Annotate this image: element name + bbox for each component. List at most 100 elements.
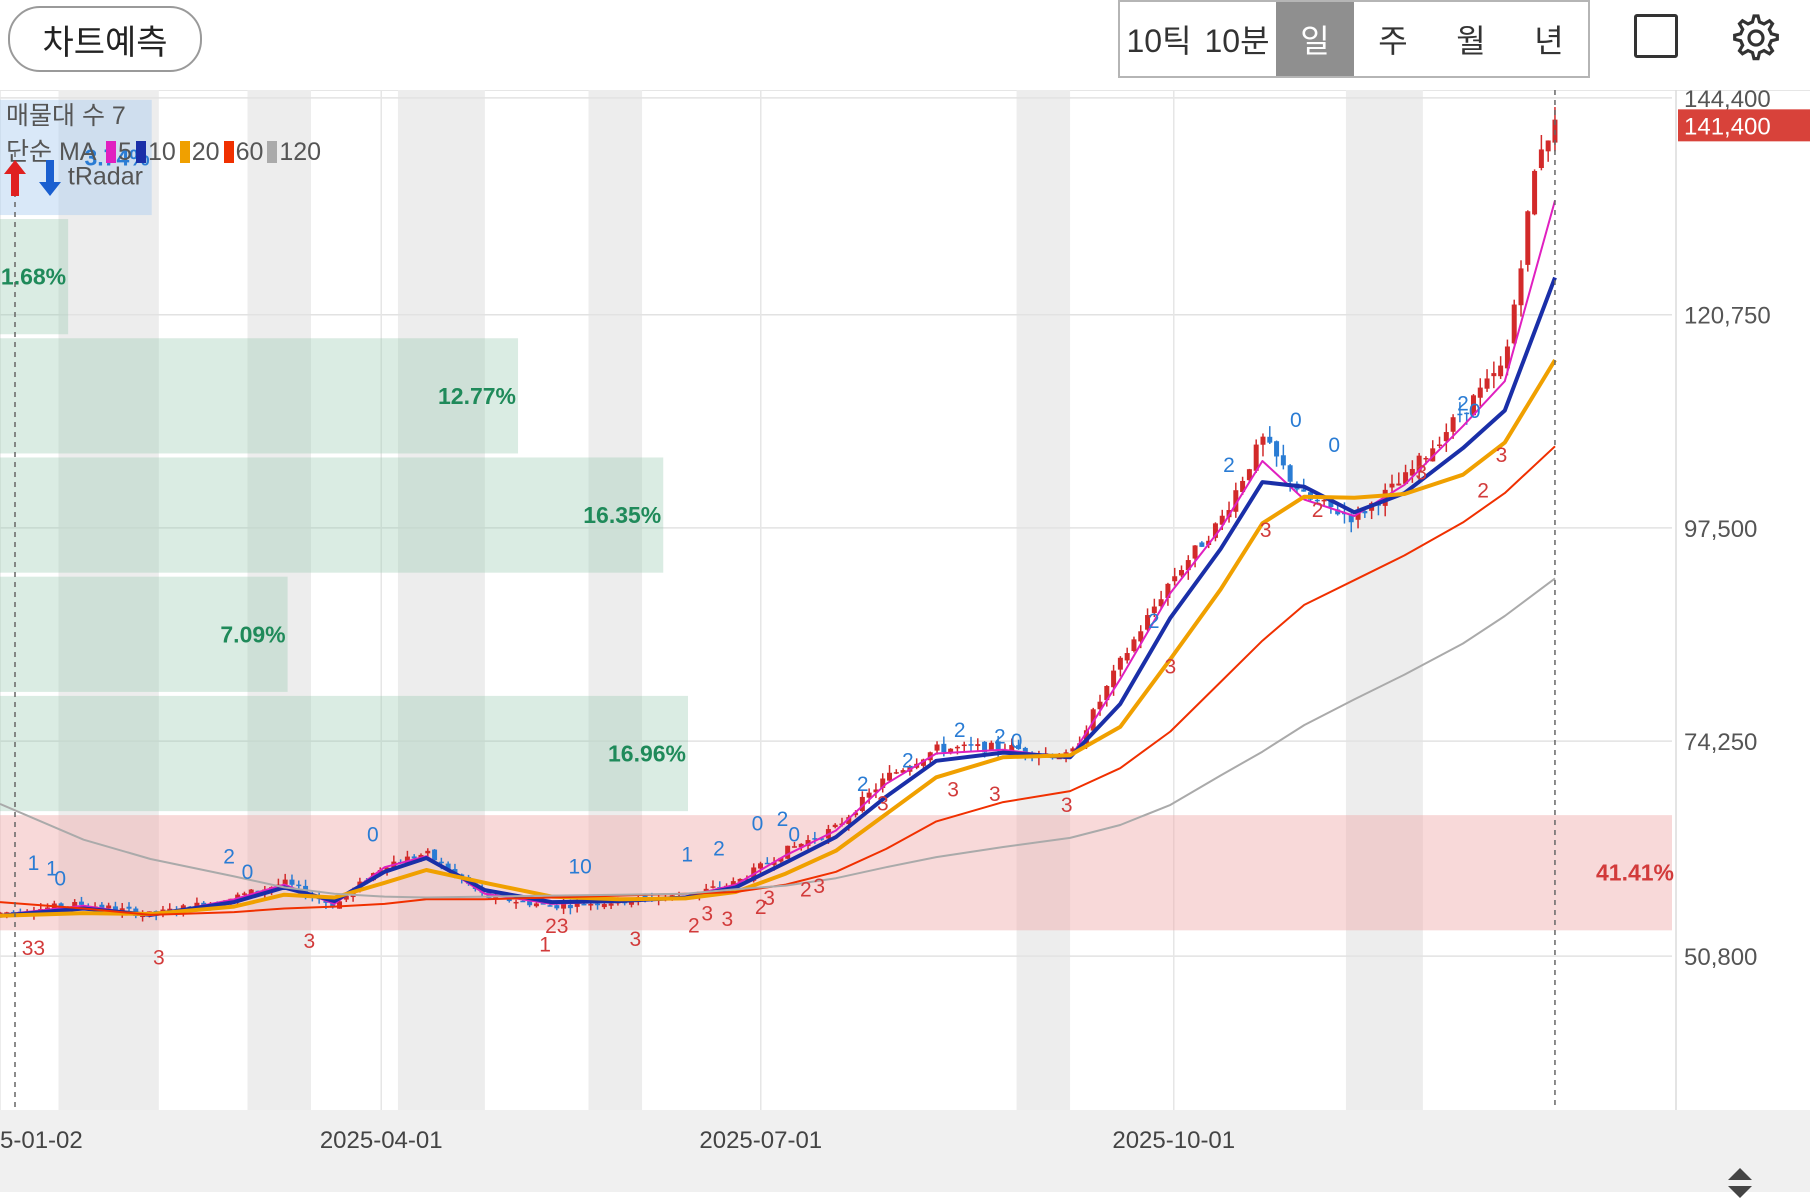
candle-body bbox=[45, 907, 51, 910]
candle-body bbox=[1253, 444, 1259, 471]
signal-label: 3 bbox=[947, 779, 959, 802]
candle-body bbox=[758, 863, 764, 869]
signal-label: 2 bbox=[223, 846, 235, 869]
candle-body bbox=[975, 744, 981, 747]
period-tab[interactable]: 10분 bbox=[1204, 23, 1270, 59]
candle-body bbox=[296, 884, 302, 887]
candle-body bbox=[1016, 745, 1022, 750]
candle-body bbox=[99, 904, 105, 909]
candle-body bbox=[764, 862, 770, 865]
candle-body bbox=[330, 902, 336, 908]
candle-body bbox=[1403, 472, 1409, 484]
candle-body bbox=[1314, 499, 1320, 502]
signal-label: 0 bbox=[788, 824, 800, 847]
candle-body bbox=[1335, 509, 1341, 515]
candle-body bbox=[78, 901, 84, 905]
candle-body bbox=[1389, 483, 1395, 488]
signal-label: 3 bbox=[303, 930, 315, 953]
period-tab[interactable]: 10틱 bbox=[1126, 23, 1192, 59]
candle-body bbox=[995, 741, 1001, 750]
period-tab[interactable]: 월 bbox=[1456, 23, 1486, 59]
signal-label: 2 bbox=[902, 749, 914, 772]
signal-label: 3 bbox=[1061, 794, 1073, 817]
signal-label: 23 bbox=[545, 915, 568, 938]
shaded-band bbox=[588, 90, 643, 1110]
candle-body bbox=[1525, 211, 1531, 265]
candle-body bbox=[554, 905, 560, 909]
signal-label: 3 bbox=[763, 887, 775, 910]
signal-label: 1 bbox=[681, 844, 693, 867]
candle-body bbox=[167, 908, 173, 911]
chart-predict-button[interactable]: 차트예측 bbox=[8, 6, 202, 72]
candle-body bbox=[798, 843, 804, 848]
y-tick-label: 74,250 bbox=[1684, 729, 1757, 756]
candle-body bbox=[1240, 480, 1246, 493]
candle-body bbox=[1145, 615, 1151, 630]
volume-profile-label: 16.35% bbox=[583, 502, 661, 528]
candle-body bbox=[771, 862, 777, 865]
candle-body bbox=[1450, 417, 1456, 432]
candle-body bbox=[547, 905, 553, 907]
period-tab[interactable]: 주 bbox=[1378, 23, 1408, 59]
signal-label: 2 bbox=[777, 808, 789, 831]
candle-body bbox=[608, 903, 614, 906]
candle-body bbox=[527, 901, 533, 906]
candle-body bbox=[819, 838, 825, 840]
ma-line-20 bbox=[0, 359, 1557, 918]
signal-label: 3 bbox=[989, 783, 1001, 806]
chart-area[interactable]: 3.74% 1.68% 12.77% 16.35% 7.09% 16.96% 41.41% 1… bbox=[0, 90, 1810, 1202]
signal-label: 2 bbox=[954, 719, 966, 742]
signal-label: 10 bbox=[569, 856, 592, 879]
candle-body bbox=[1532, 170, 1538, 215]
candle-body bbox=[1416, 455, 1422, 472]
candle-body bbox=[982, 741, 988, 753]
candle-body bbox=[1172, 576, 1178, 582]
square-icon[interactable] bbox=[1634, 14, 1678, 58]
volume-profile-bar bbox=[0, 576, 288, 692]
volume-profile-bar bbox=[0, 457, 664, 573]
candle-body bbox=[778, 857, 784, 862]
signal-label: 0 bbox=[54, 868, 66, 891]
signal-label: 3 bbox=[1165, 656, 1177, 679]
scroll-handle-icon[interactable] bbox=[1728, 1168, 1752, 1200]
signal-label: 0 bbox=[1328, 434, 1340, 457]
period-tab[interactable]: 일 bbox=[1276, 2, 1354, 76]
ma-line-60 bbox=[0, 445, 1556, 916]
candle-body bbox=[58, 903, 64, 908]
candle-body bbox=[791, 846, 797, 848]
candle-body bbox=[1192, 545, 1198, 559]
candle-body bbox=[4, 912, 10, 914]
candle-body bbox=[1246, 469, 1252, 481]
candle-body bbox=[601, 904, 607, 908]
candle-body bbox=[445, 863, 451, 871]
candle-body bbox=[988, 742, 994, 751]
candle-body bbox=[710, 886, 716, 888]
candle-body bbox=[0, 912, 3, 915]
candle-body bbox=[561, 903, 567, 909]
candle-body bbox=[1443, 432, 1449, 442]
candle-body bbox=[805, 840, 811, 846]
candle-body bbox=[954, 746, 960, 749]
candle-body bbox=[1464, 412, 1470, 415]
shaded-band bbox=[58, 90, 159, 1110]
ma-legend-label: 20 bbox=[191, 138, 220, 166]
signal-label: 2 bbox=[1477, 480, 1489, 503]
candle-body bbox=[289, 879, 295, 885]
candle-body bbox=[533, 903, 539, 907]
signal-label: 2 bbox=[688, 914, 700, 937]
signal-label: 2 bbox=[1148, 610, 1160, 633]
x-tick-label: 2025-07-01 bbox=[699, 1127, 822, 1154]
candle-body bbox=[1348, 514, 1354, 523]
candle-body bbox=[1138, 631, 1144, 642]
signal-label: 2 bbox=[1312, 499, 1324, 522]
signal-label: 2 bbox=[713, 837, 725, 860]
candle-body bbox=[1437, 444, 1443, 447]
candle-body bbox=[968, 744, 974, 746]
period-tab[interactable]: 년 bbox=[1534, 23, 1564, 59]
price-chart[interactable]: 3.74%1.68%12.77%16.35%7.09%16.96%41.41%1… bbox=[0, 90, 1810, 1202]
volume-profile-bar bbox=[0, 338, 519, 454]
ma-legend-label: 10 bbox=[147, 138, 176, 166]
gear-icon[interactable] bbox=[1726, 10, 1782, 66]
ma-legend-label: 5 bbox=[118, 138, 132, 166]
candle-body bbox=[540, 903, 546, 905]
